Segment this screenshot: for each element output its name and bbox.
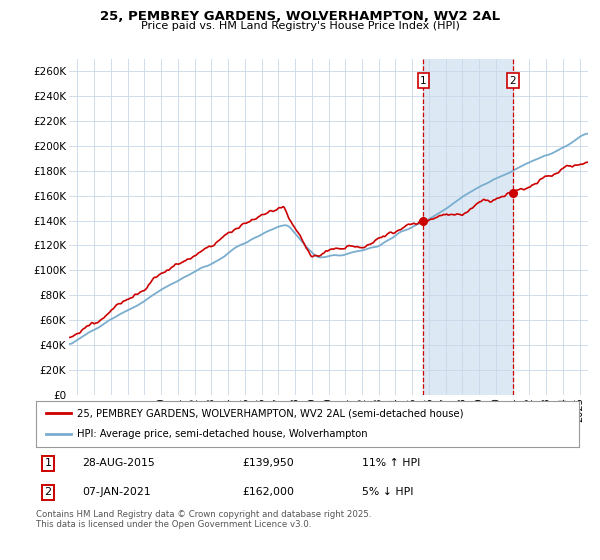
- Text: 1: 1: [44, 458, 52, 468]
- Text: 25, PEMBREY GARDENS, WOLVERHAMPTON, WV2 2AL: 25, PEMBREY GARDENS, WOLVERHAMPTON, WV2 …: [100, 10, 500, 22]
- Text: £162,000: £162,000: [242, 487, 295, 497]
- Text: 5% ↓ HPI: 5% ↓ HPI: [362, 487, 413, 497]
- Text: 28-AUG-2015: 28-AUG-2015: [82, 458, 155, 468]
- Text: Price paid vs. HM Land Registry's House Price Index (HPI): Price paid vs. HM Land Registry's House …: [140, 21, 460, 31]
- Text: 1: 1: [420, 76, 427, 86]
- Text: Contains HM Land Registry data © Crown copyright and database right 2025.
This d: Contains HM Land Registry data © Crown c…: [36, 510, 371, 529]
- Bar: [423, 59, 513, 395]
- Text: 11% ↑ HPI: 11% ↑ HPI: [362, 458, 420, 468]
- Text: £139,950: £139,950: [242, 458, 294, 468]
- Text: 07-JAN-2021: 07-JAN-2021: [82, 487, 151, 497]
- Text: 2: 2: [509, 76, 517, 86]
- Text: 2: 2: [44, 487, 52, 497]
- Text: 25, PEMBREY GARDENS, WOLVERHAMPTON, WV2 2AL (semi-detached house): 25, PEMBREY GARDENS, WOLVERHAMPTON, WV2 …: [77, 408, 463, 418]
- Text: HPI: Average price, semi-detached house, Wolverhampton: HPI: Average price, semi-detached house,…: [77, 430, 367, 440]
